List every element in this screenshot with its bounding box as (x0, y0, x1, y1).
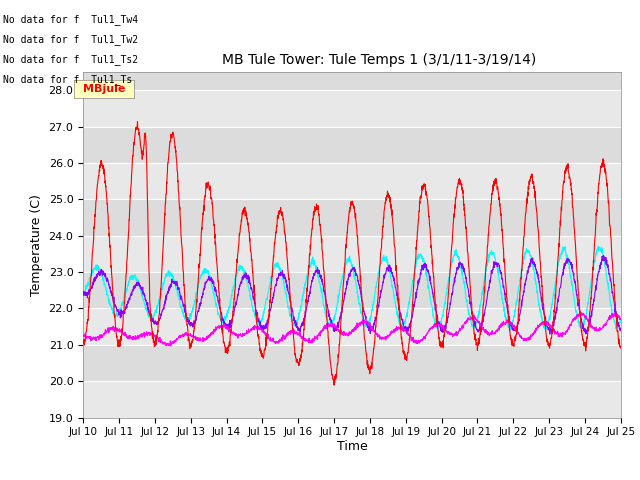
Legend: Tul1_Tw+10cm, Tul1_Ts-8cm, Tul1_Ts-16cm, Tul1_Ts-32cm: Tul1_Tw+10cm, Tul1_Ts-8cm, Tul1_Ts-16cm,… (132, 479, 572, 480)
Bar (83, 163, 621, 199)
X-axis label: Time: Time (337, 440, 367, 453)
Bar (83, 309, 621, 345)
Title: MB Tule Tower: Tule Temps 1 (3/1/11-3/19/14): MB Tule Tower: Tule Temps 1 (3/1/11-3/19… (221, 53, 536, 67)
Text: No data for f  Tul1_Tw2: No data for f Tul1_Tw2 (3, 34, 138, 45)
Text: No data for f  Tul1_Tw4: No data for f Tul1_Tw4 (3, 13, 138, 24)
Bar (83, 236, 621, 272)
Y-axis label: Temperature (C): Temperature (C) (30, 194, 43, 296)
Text: No data for f  Tul1_Ts: No data for f Tul1_Ts (3, 74, 132, 85)
Bar (83, 381, 621, 418)
Bar (83, 90, 621, 127)
Text: No data for f  Tul1_Ts2: No data for f Tul1_Ts2 (3, 54, 138, 65)
Text: MBjule: MBjule (83, 84, 125, 94)
